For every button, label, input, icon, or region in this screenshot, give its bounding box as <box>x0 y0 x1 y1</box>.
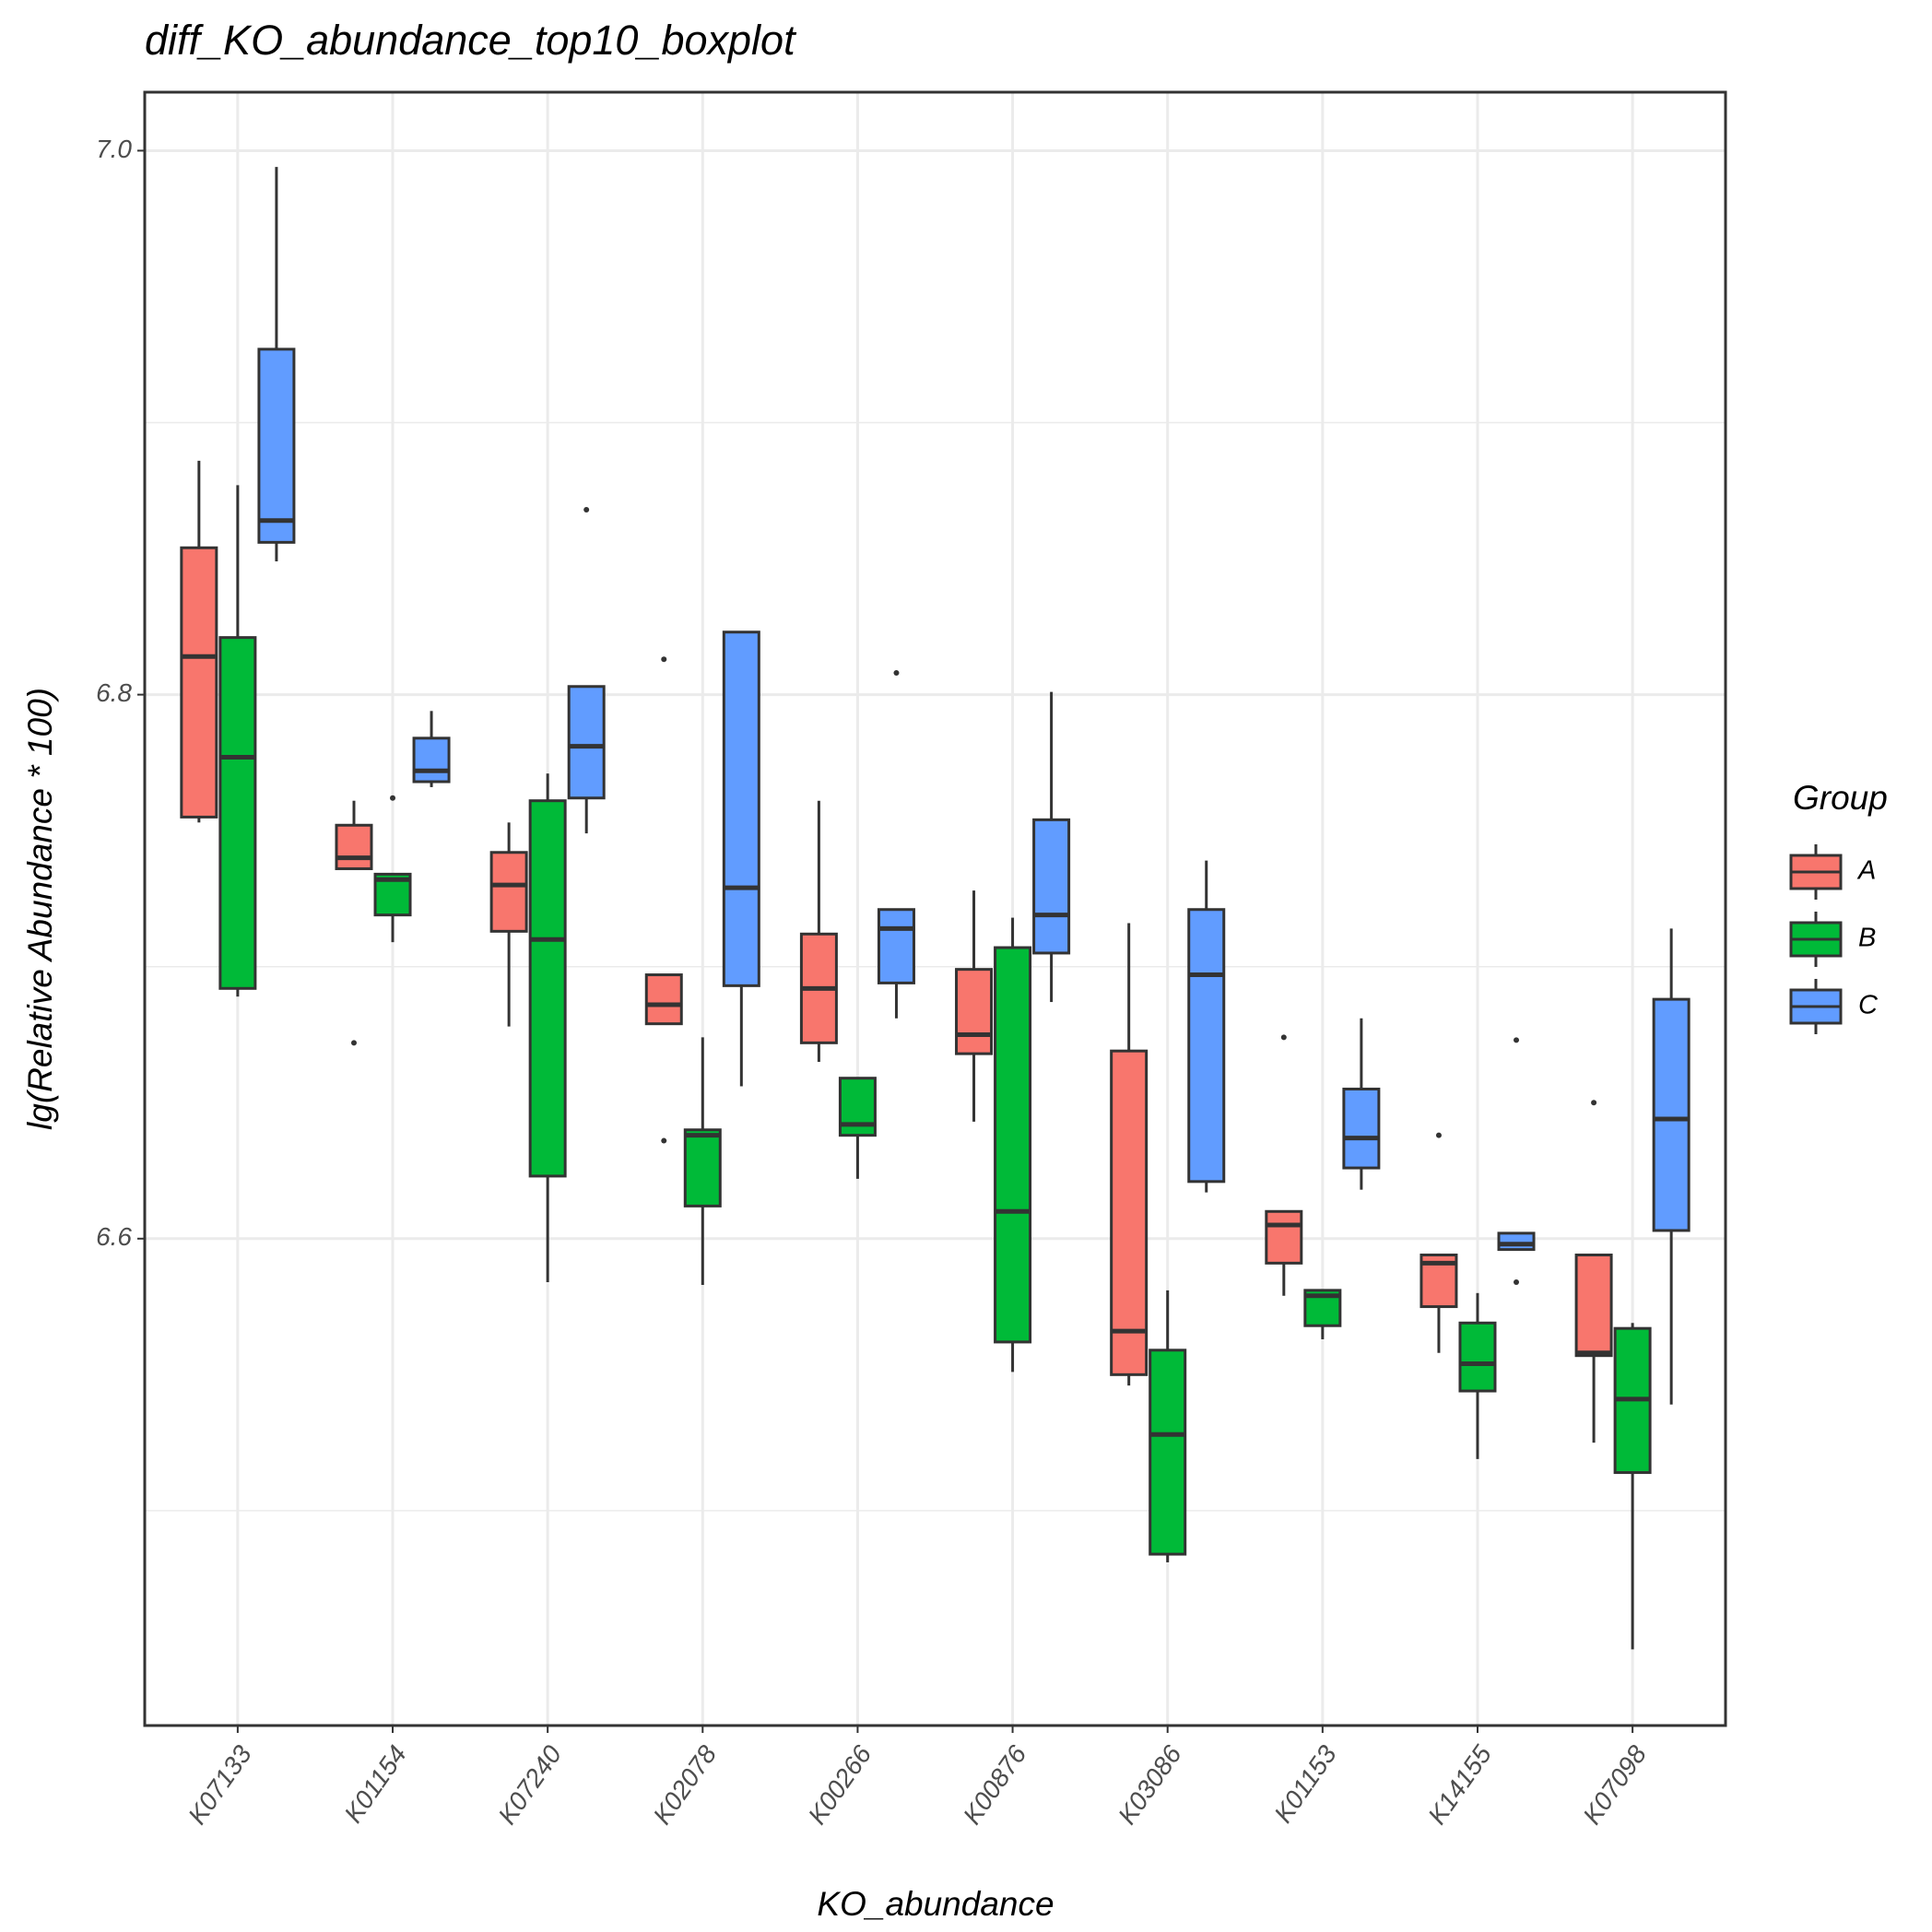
box <box>1652 997 1690 1232</box>
y-tick-label: 6.6 <box>96 1222 132 1251</box>
legend-title: Group <box>1793 779 1888 817</box>
box <box>1497 1231 1536 1252</box>
box <box>683 1128 722 1208</box>
box <box>1342 1087 1381 1170</box>
box <box>567 685 606 800</box>
box <box>218 636 257 990</box>
outlier <box>390 795 396 801</box>
box <box>528 799 567 1178</box>
box <box>412 736 451 783</box>
outlier <box>661 656 667 663</box>
box <box>180 546 218 819</box>
box <box>877 908 915 984</box>
box <box>722 630 760 987</box>
box <box>489 851 528 933</box>
y-tick-label: 6.8 <box>96 678 132 707</box>
box <box>644 973 683 1026</box>
box <box>955 968 994 1055</box>
outlier <box>1514 1279 1520 1286</box>
y-tick-label: 7.0 <box>96 135 132 163</box>
box <box>1458 1321 1497 1393</box>
legend-label: B <box>1858 924 1876 953</box>
outlier <box>661 1137 667 1144</box>
box <box>257 348 296 544</box>
box <box>1187 908 1226 1184</box>
box <box>1149 1349 1187 1556</box>
panel-border <box>143 90 1727 1727</box>
box <box>1574 1253 1613 1358</box>
chart-title: diff_KO_abundance_top10_boxplot <box>145 17 797 64</box>
outlier <box>1280 1034 1287 1041</box>
box <box>335 823 373 870</box>
outlier <box>583 506 590 512</box>
outlier <box>1591 1100 1597 1106</box>
box <box>994 946 1032 1344</box>
y-axis-title: lg(Relative Abundance * 100) <box>21 688 59 1130</box>
outlier <box>1514 1037 1520 1043</box>
legend-label: A <box>1856 856 1876 886</box>
box <box>1032 818 1071 955</box>
legend-label: C <box>1858 991 1879 1020</box>
x-axis-title: KO_abundance <box>817 1885 1054 1923</box>
outlier <box>1435 1132 1442 1138</box>
outlier <box>350 1040 357 1046</box>
outlier <box>893 670 900 677</box>
box <box>1110 1049 1149 1376</box>
box <box>838 1077 877 1137</box>
box <box>1265 1209 1303 1265</box>
